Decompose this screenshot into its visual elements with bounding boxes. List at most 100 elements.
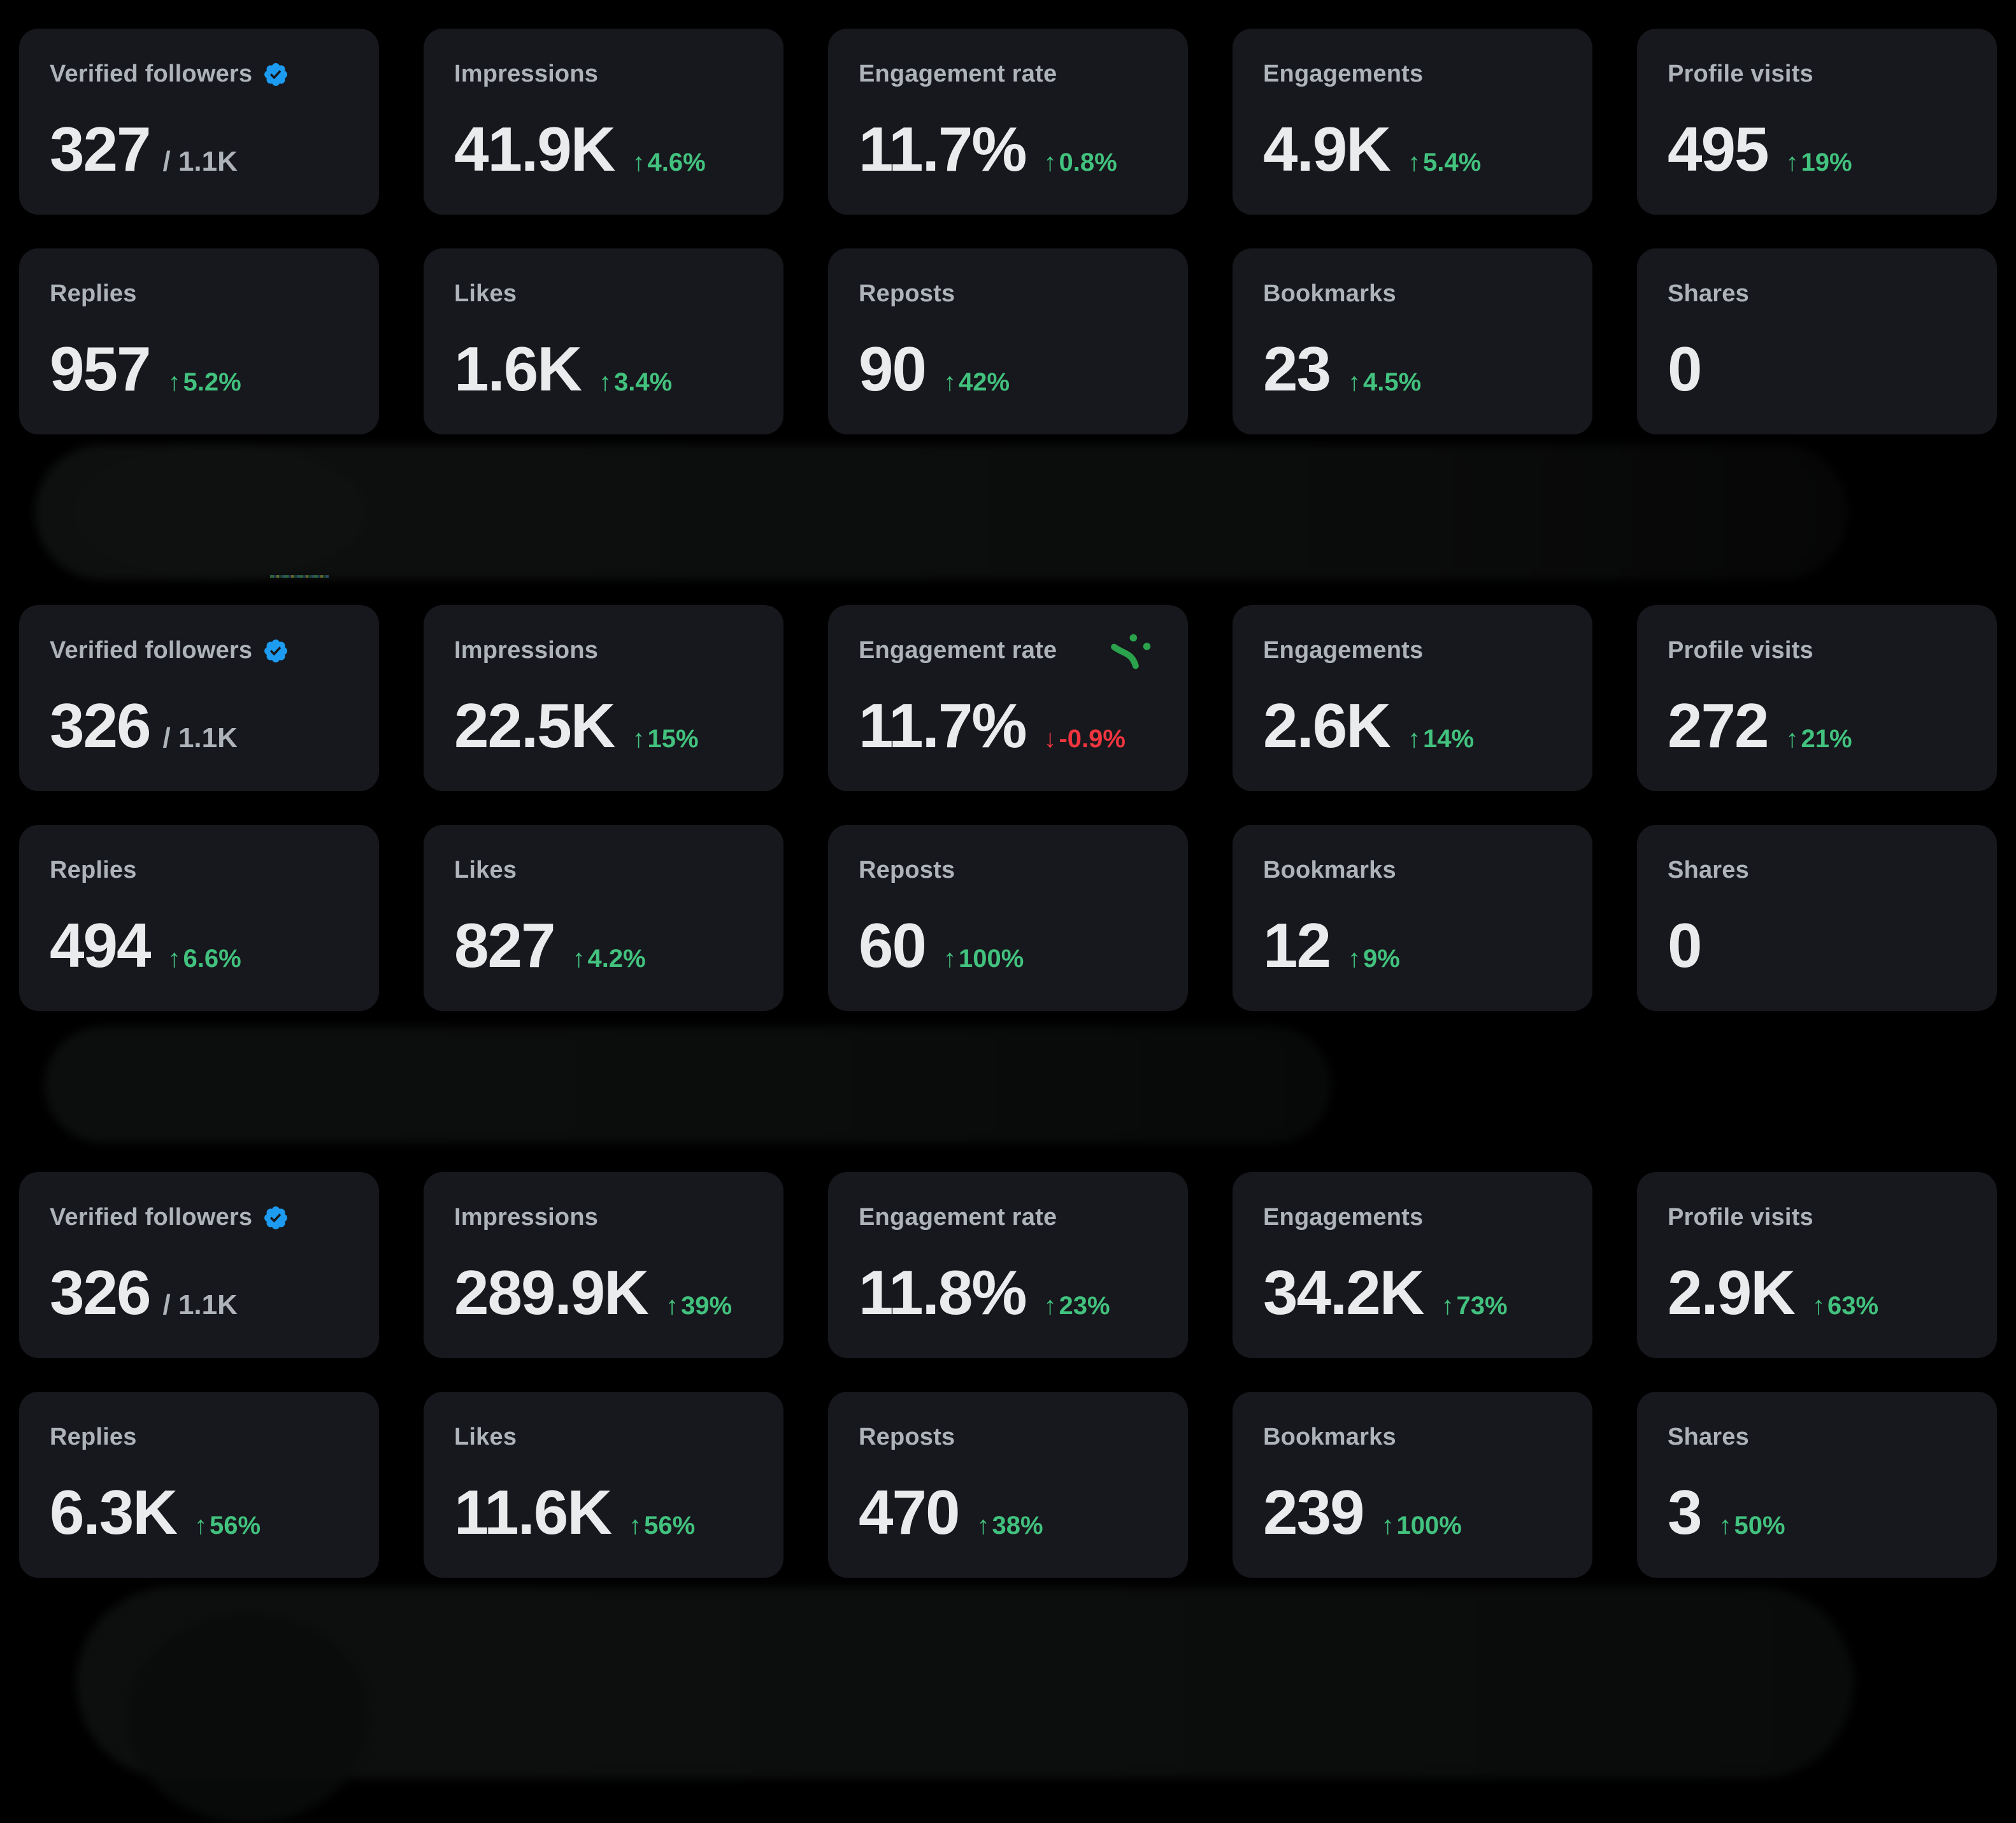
metric-card-header: Profile visits <box>1668 61 1966 88</box>
metric-change: ↑ 38% <box>977 1512 1043 1540</box>
trend-arrow-icon: ↑ <box>1408 148 1421 176</box>
metric-value: 11.7% <box>859 690 1027 761</box>
metric-card-header: Bookmarks <box>1263 857 1562 884</box>
change-percent: 39% <box>681 1292 733 1320</box>
metric-label: Verified followers <box>50 1204 253 1231</box>
trend-arrow-icon: ↑ <box>1719 1512 1732 1540</box>
metric-value: 41.9K <box>454 114 616 184</box>
metric-label: Verified followers <box>50 637 253 664</box>
metric-label: Verified followers <box>50 61 253 87</box>
metric-change: ↑ 14% <box>1408 725 1474 754</box>
metric-card: Reposts 470 ↑ 38% <box>828 1392 1188 1578</box>
metric-value-row: 11.7% ↑ 0.8% <box>859 118 1157 180</box>
change-percent: 23% <box>1059 1292 1110 1320</box>
metric-denominator: / 1.1K <box>162 146 238 177</box>
metric-change: ↑ 63% <box>1812 1292 1878 1320</box>
metric-card: Impressions 22.5K ↑ 15% <box>424 605 783 791</box>
change-percent: 14% <box>1423 725 1475 753</box>
verified-badge-icon <box>262 1205 289 1231</box>
metric-label: Replies <box>50 1424 137 1450</box>
metric-card: Engagements 2.6K ↑ 14% <box>1233 605 1592 791</box>
trend-arrow-icon: ↑ <box>632 148 645 176</box>
metric-label: Bookmarks <box>1263 280 1396 307</box>
metric-change: ↑ 56% <box>629 1512 695 1540</box>
change-percent: 4.2% <box>587 945 646 973</box>
trend-arrow-icon: ↑ <box>943 368 957 396</box>
change-percent: 42% <box>959 368 1010 396</box>
metric-value-row: 11.8% ↑ 23% <box>859 1261 1157 1324</box>
trend-arrow-icon: ↑ <box>194 1512 208 1540</box>
metric-card-header: Reposts <box>859 280 1157 308</box>
metric-label: Likes <box>454 1424 517 1450</box>
metric-label: Shares <box>1668 280 1749 307</box>
metric-card-header: Engagement rate <box>859 637 1157 664</box>
metric-card: Impressions 41.9K ↑ 4.6% <box>424 29 783 215</box>
metric-change: ↑ 4.2% <box>573 945 646 973</box>
metric-value: 11.8% <box>859 1257 1027 1327</box>
metric-card: Reposts 60 ↑ 100% <box>828 825 1188 1011</box>
metric-value-row: 22.5K ↑ 15% <box>454 694 753 757</box>
metric-label: Profile visits <box>1668 61 1813 87</box>
metric-value-row: 239 ↑ 100% <box>1263 1481 1562 1543</box>
trend-arrow-icon: ↑ <box>943 945 957 973</box>
change-percent: 3.4% <box>614 368 673 396</box>
metric-value: 12 <box>1263 910 1331 980</box>
metric-label: Bookmarks <box>1263 857 1396 883</box>
metric-value: 827 <box>454 910 556 980</box>
metric-card-header: Engagements <box>1263 1204 1562 1231</box>
metric-change: ↑ 0.8% <box>1043 148 1117 177</box>
change-percent: 100% <box>1396 1512 1462 1540</box>
trend-arrow-icon: ↑ <box>976 1512 990 1540</box>
metric-change: ↑ 39% <box>666 1292 732 1320</box>
metric-card: Reposts 90 ↑ 42% <box>828 248 1188 434</box>
metric-value-row: 0 <box>1668 914 1966 976</box>
metric-card-header: Bookmarks <box>1263 280 1562 308</box>
metric-label: Engagement rate <box>859 637 1057 664</box>
metric-value-row: 494 ↑ 6.6% <box>50 914 348 976</box>
metric-change: ↑ 23% <box>1043 1292 1110 1320</box>
metric-label: Engagement rate <box>859 61 1057 87</box>
metric-card-header: Engagements <box>1263 61 1562 88</box>
metric-value-row: 289.9K ↑ 39% <box>454 1261 753 1324</box>
metric-card-header: Verified followers <box>50 1204 348 1231</box>
trend-arrow-icon: ↑ <box>168 368 181 396</box>
metric-card: Bookmarks 23 ↑ 4.5% <box>1233 248 1592 434</box>
change-percent: 5.4% <box>1423 148 1482 176</box>
metric-card: Profile visits 272 ↑ 21% <box>1637 605 1997 791</box>
metric-value-row: 470 ↑ 38% <box>859 1481 1157 1543</box>
trend-arrow-icon: ↑ <box>629 1512 642 1540</box>
redacted-area-3 <box>76 1587 1854 1823</box>
redacted-area-2 <box>45 1027 1331 1143</box>
metric-card: Bookmarks 239 ↑ 100% <box>1233 1392 1592 1578</box>
metric-card: Replies 957 ↑ 5.2% <box>19 248 379 434</box>
change-percent: 50% <box>1734 1512 1785 1540</box>
change-percent: 21% <box>1801 725 1852 753</box>
metric-card-header: Bookmarks <box>1263 1424 1562 1451</box>
trend-arrow-icon: ↑ <box>666 1292 679 1320</box>
metric-change: ↑ 15% <box>633 725 699 754</box>
metric-card: Engagements 34.2K ↑ 73% <box>1233 1172 1592 1358</box>
change-percent: 73% <box>1456 1292 1508 1320</box>
metric-value-row: 23 ↑ 4.5% <box>1263 338 1562 400</box>
metric-value-row: 12 ↑ 9% <box>1263 914 1562 976</box>
metric-value-row: 1.6K ↑ 3.4% <box>454 338 753 400</box>
metric-value-row: 957 ↑ 5.2% <box>50 338 348 400</box>
metric-value: 6.3K <box>50 1477 178 1547</box>
trend-arrow-icon: ↑ <box>1441 1292 1454 1320</box>
metric-card-header: Likes <box>454 280 753 308</box>
metric-value: 272 <box>1668 690 1769 761</box>
metric-change: ↑ 3.4% <box>599 368 672 397</box>
metric-card-header: Likes <box>454 857 753 884</box>
metric-change: ↑ 6.6% <box>168 945 241 973</box>
change-percent: 56% <box>644 1512 696 1540</box>
metrics-section-1: Verified followers 327 / 1.1K Impression… <box>19 29 1997 434</box>
metrics-section-3: Verified followers 326 / 1.1K Impression… <box>19 1172 1997 1578</box>
metric-card: Verified followers 327 / 1.1K <box>19 29 379 215</box>
metric-value: 11.6K <box>454 1477 612 1547</box>
metric-card-header: Shares <box>1668 1424 1966 1451</box>
metric-label: Impressions <box>454 637 599 664</box>
metric-card: Likes 1.6K ↑ 3.4% <box>424 248 783 434</box>
metric-value: 4.9K <box>1263 114 1391 184</box>
metric-value: 11.7% <box>859 114 1027 184</box>
